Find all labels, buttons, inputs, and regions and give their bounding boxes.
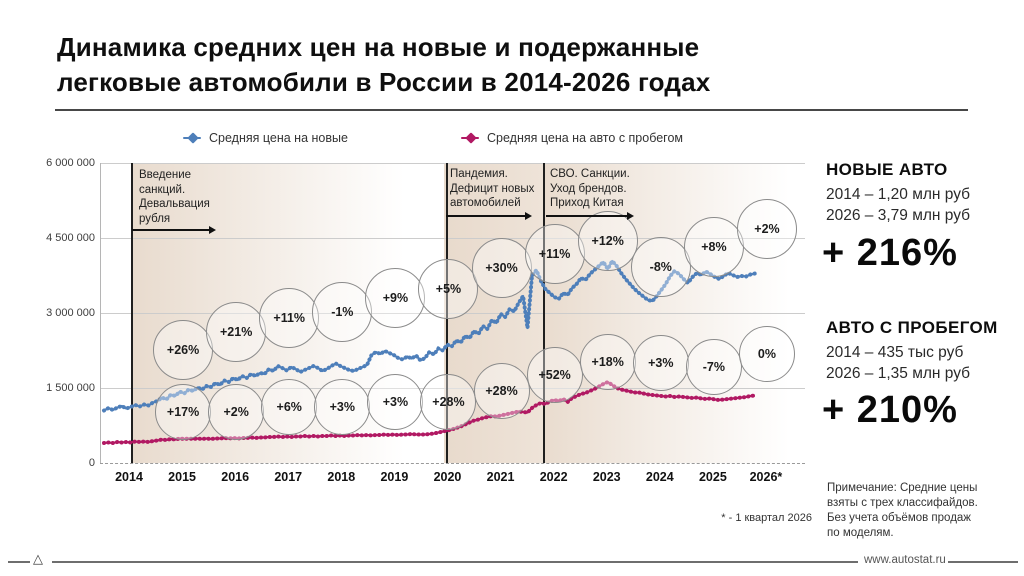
panel-new-total: + 216% — [822, 232, 958, 274]
x-tick-label: 2020 — [433, 470, 462, 484]
x-tick-label: 2021 — [486, 470, 515, 484]
x-tick-label: 2023 — [592, 470, 621, 484]
panel-used-2014: 2014 – 435 тыс руб — [826, 344, 964, 361]
x-tick-label: 2014 — [115, 470, 143, 484]
title-line-1: Динамика средних цен на новые и подержан… — [57, 32, 700, 62]
footer-line-right — [948, 561, 1018, 563]
x-tick-label: 2015 — [168, 470, 196, 484]
gridline-6m — [100, 163, 805, 164]
annotation-svo-arrow-icon — [546, 212, 634, 219]
x-tick-label: 2026* — [749, 470, 783, 484]
legend-marker-new-icon — [183, 132, 201, 144]
footer-url: www.autostat.ru — [864, 554, 946, 566]
autostat-logo-icon: △ — [33, 551, 43, 566]
annotation-sanctions-arrow-icon — [132, 226, 216, 233]
y-tick-label: 0 — [88, 457, 95, 469]
annotation-sanctions: Введение санкций. Девальвация рубля — [139, 169, 210, 225]
panel-new-2026: 2026 – 3,79 млн руб — [826, 207, 971, 224]
x-tick-label: 2019 — [380, 470, 409, 484]
x-tick-label: 2017 — [274, 470, 303, 484]
panel-used-total: + 210% — [822, 389, 958, 431]
gridline-1-5m — [100, 388, 805, 389]
title-line-2: легковые автомобили в России в 2014-2026… — [57, 67, 711, 97]
x-tick-label: 2024 — [645, 470, 674, 484]
x-tick-label: 2016 — [221, 470, 250, 484]
y-tick-label: 4 500 000 — [46, 232, 95, 244]
y-tick-label: 3 000 000 — [46, 307, 95, 319]
title-divider — [55, 109, 968, 111]
gridline-4-5m — [100, 238, 805, 239]
x-tick-label: 2025 — [698, 470, 727, 484]
annotation-svo: СВО. Санкции. Уход брендов. Приход Китая — [550, 168, 630, 209]
y-tick-label: 6 000 000 — [46, 157, 95, 169]
panel-new-2014: 2014 – 1,20 млн руб — [826, 186, 971, 203]
footer-line-left — [8, 561, 30, 563]
panel-used-heading: АВТО С ПРОБЕГОМ — [826, 318, 998, 337]
panel-used-2026: 2026 – 1,35 млн руб — [826, 365, 971, 382]
x-tick-label: 2018 — [327, 470, 356, 484]
legend-item-used: Средняя цена на авто с пробегом — [461, 129, 683, 147]
gridline-3m — [100, 313, 805, 314]
asterisk-footnote: * - 1 квартал 2026 — [721, 512, 812, 524]
footer-line-main — [52, 561, 858, 563]
x-axis-line — [100, 463, 805, 464]
legend-item-new: Средняя цена на новые — [183, 129, 348, 147]
legend-marker-used-icon — [461, 132, 479, 144]
x-tick-label: 2022 — [539, 470, 568, 484]
annotation-pandemic: Пандемия. Дефицит новых автомобилей — [450, 168, 535, 209]
methodology-note: Примечание: Средние цены взяты с трех кл… — [827, 482, 978, 539]
y-axis-line — [100, 163, 101, 463]
annotation-pandemic-arrow-icon — [446, 212, 532, 219]
legend-label-used: Средняя цена на авто с пробегом — [487, 131, 684, 145]
y-tick-label: 1 500 000 — [46, 382, 95, 394]
panel-new-heading: НОВЫЕ АВТО — [826, 160, 948, 179]
legend-label-new: Средняя цена на новые — [209, 131, 348, 145]
page-title: Динамика средних цен на новые и подержан… — [57, 30, 710, 100]
